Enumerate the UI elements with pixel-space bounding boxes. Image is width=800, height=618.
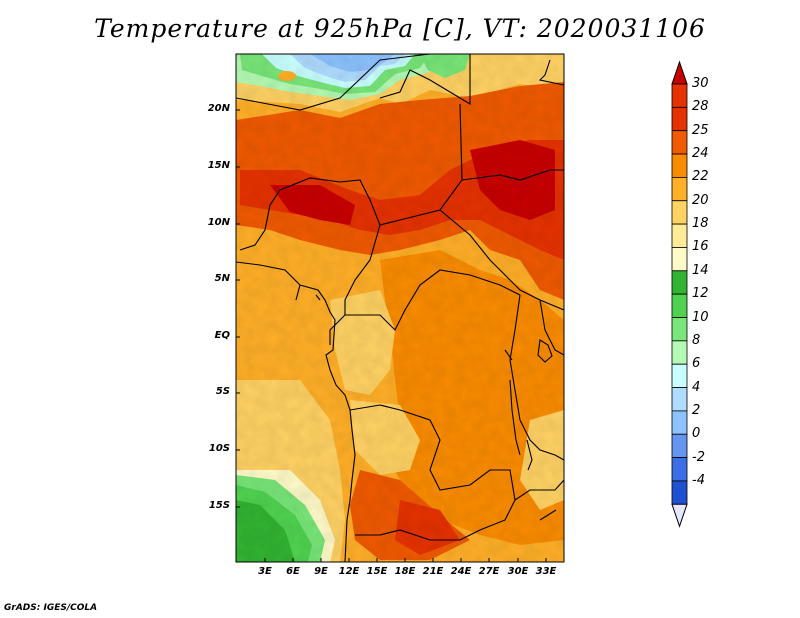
colorbar-segment: [671, 83, 688, 108]
colorbar-segment: [671, 270, 688, 295]
colorbar-label: 12: [692, 286, 709, 302]
colorbar-top-arrow: [671, 60, 688, 85]
colorbar-label: -2: [692, 449, 705, 465]
colorbar-segment: [671, 433, 688, 459]
colorbar-label: 24: [692, 146, 709, 162]
map-frame: [235, 53, 565, 563]
colorbar-segment: [671, 223, 688, 248]
colorbar-label: 22: [692, 169, 709, 185]
colorbar-segment: [671, 480, 688, 505]
lat-label: 10N: [207, 217, 230, 228]
lon-label: 18E: [394, 566, 416, 577]
lon-label: 27E: [478, 566, 500, 577]
colorbar-segment: [671, 153, 688, 178]
lon-label: 12E: [338, 566, 360, 577]
colorbar-segment: [671, 106, 688, 132]
lon-label: 9E: [314, 566, 328, 577]
colorbar-label: -4: [692, 472, 705, 488]
lon-tick-marks: [264, 558, 547, 562]
colorbar-label: 2: [692, 402, 701, 418]
colorbar-segment: [671, 130, 688, 155]
colorbar-segment: [671, 200, 688, 225]
colorbar-segment: [671, 247, 688, 272]
chart-title: Temperature at 925hPa [C], VT: 202003110…: [94, 14, 706, 43]
colorbar-bottom-arrow: [671, 503, 688, 528]
lat-tick-marks: [236, 109, 240, 508]
colorbar-label: 30: [692, 76, 709, 91]
lon-label: 33E: [535, 566, 557, 577]
lon-label: 30E: [507, 566, 529, 577]
lat-label: EQ: [214, 330, 230, 341]
lon-label: 15E: [366, 566, 388, 577]
colorbar-label: 16: [692, 239, 709, 255]
colorbar-label: 10: [692, 309, 709, 325]
colorbar: [671, 60, 688, 528]
colorbar-label: 6: [692, 356, 701, 372]
lat-label: 20N: [207, 103, 230, 114]
lat-label: 5S: [215, 386, 230, 397]
colorbar-label: 20: [692, 192, 709, 208]
colorbar-segment: [671, 340, 688, 365]
lon-label: 3E: [258, 566, 272, 577]
colorbar-label: 0: [692, 426, 701, 442]
colorbar-label: 4: [692, 379, 701, 395]
lon-label: 21E: [422, 566, 444, 577]
colorbar-label: 18: [692, 216, 709, 232]
colorbar-segment: [671, 363, 688, 388]
colorbar-segment: [671, 457, 688, 482]
lakes: [315, 294, 557, 521]
colorbar-segment: [671, 317, 688, 342]
lat-label: 10S: [208, 443, 230, 454]
colorbar-label: 25: [692, 122, 709, 138]
colorbar-label: 28: [692, 99, 709, 115]
lon-label: 24E: [450, 566, 472, 577]
temperature-field: [236, 54, 564, 562]
credit-text: GrADS: IGES/COLA: [4, 603, 98, 613]
lon-label: 6E: [286, 566, 300, 577]
lat-label: 5N: [214, 273, 230, 284]
colorbar-segment: [671, 176, 688, 202]
colorbar-segment: [671, 293, 688, 318]
political-borders: [236, 54, 564, 562]
colorbar-segment: [671, 387, 688, 412]
colorbar-label: 8: [692, 332, 701, 348]
colorbar-label: 14: [692, 262, 709, 278]
lat-label: 15N: [207, 160, 230, 171]
colorbar-segment: [671, 410, 688, 435]
lat-label: 15S: [208, 500, 230, 511]
